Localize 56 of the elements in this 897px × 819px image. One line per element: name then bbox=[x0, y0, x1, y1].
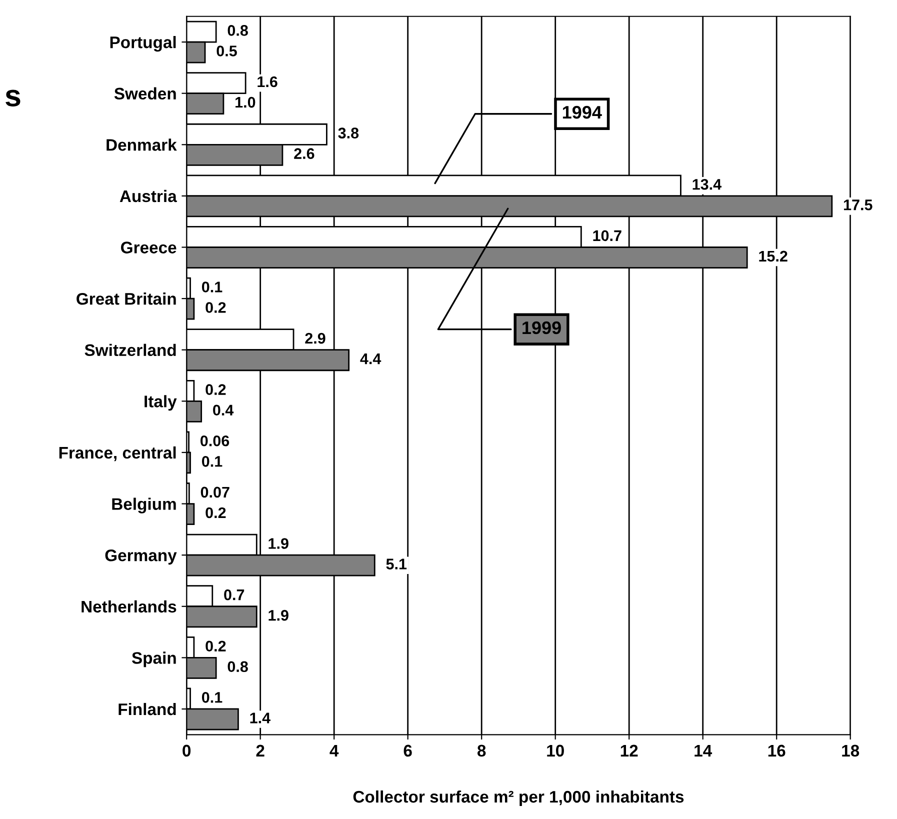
data-label: 2.6 bbox=[294, 148, 314, 160]
data-label: 0.7 bbox=[224, 589, 244, 600]
data-label: 1.9 bbox=[268, 610, 288, 621]
data-label: 3.8 bbox=[338, 128, 359, 139]
data-label: 0.1 bbox=[202, 456, 222, 467]
y-tick-label: Denmark bbox=[106, 138, 177, 151]
y-tick-label: France, central bbox=[59, 446, 176, 462]
x-tick-label: 6 bbox=[404, 744, 412, 757]
y-tick-label: Austria bbox=[120, 190, 177, 202]
data-label: 1.0 bbox=[236, 96, 256, 108]
y-tick-label: Portugal bbox=[110, 36, 176, 52]
data-label: 1.9 bbox=[268, 538, 288, 549]
data-label: 13.4 bbox=[692, 178, 722, 190]
data-label: 4.4 bbox=[360, 354, 382, 364]
x-tick-label: 2 bbox=[256, 744, 264, 756]
x-tick-label: 18 bbox=[842, 744, 860, 757]
text: s bbox=[6, 90, 20, 106]
y-tick-label: Switzerland bbox=[84, 344, 176, 356]
x-tick-label: 10 bbox=[547, 744, 564, 757]
text: 1999 bbox=[522, 321, 561, 334]
data-label: 5.1 bbox=[386, 558, 407, 570]
data-label: 1.6 bbox=[258, 76, 278, 88]
data-label: 0.2 bbox=[206, 384, 226, 396]
data-label: 10.7 bbox=[593, 230, 622, 242]
y-tick-label: Greece bbox=[121, 242, 176, 254]
y-tick-label: Sweden bbox=[114, 87, 176, 100]
data-label: 0.1 bbox=[202, 282, 222, 292]
y-tick-label: Finland bbox=[118, 702, 176, 716]
y-tick-label: Great Britain bbox=[76, 292, 176, 305]
data-label: 0.07 bbox=[200, 486, 230, 498]
y-tick-label: Italy bbox=[144, 395, 177, 411]
data-label: 0.4 bbox=[213, 404, 234, 416]
text: 1994 bbox=[562, 106, 602, 119]
data-label: 0.8 bbox=[228, 661, 248, 672]
data-label: 17.5 bbox=[844, 200, 872, 210]
y-tick-label: Netherlands bbox=[82, 600, 176, 613]
data-label: 0.06 bbox=[200, 435, 230, 446]
x-tick-label: 0 bbox=[182, 744, 191, 757]
data-label: 15.2 bbox=[759, 250, 788, 262]
data-label: 0.5 bbox=[216, 46, 237, 56]
x-tick-label: 16 bbox=[768, 744, 786, 757]
y-tick-label: Belgium bbox=[112, 498, 176, 514]
y-tick-label: Spain bbox=[132, 652, 176, 668]
data-label: 0.2 bbox=[206, 640, 226, 652]
data-label: 1.4 bbox=[250, 712, 270, 724]
x-tick-label: 14 bbox=[694, 744, 712, 756]
data-label: 0.1 bbox=[202, 692, 222, 703]
data-label: 0.2 bbox=[206, 507, 226, 518]
data-label: 0.8 bbox=[228, 25, 248, 36]
x-tick-label: 8 bbox=[477, 744, 486, 757]
x-tick-label: 12 bbox=[620, 744, 638, 756]
data-label: 2.9 bbox=[305, 332, 326, 344]
data-label: 0.2 bbox=[206, 302, 226, 313]
x-tick-label: 4 bbox=[330, 744, 339, 756]
x-axis-title: Collector surface m² per 1,000 inhabitants bbox=[353, 790, 684, 806]
y-tick-label: Germany bbox=[105, 549, 177, 565]
